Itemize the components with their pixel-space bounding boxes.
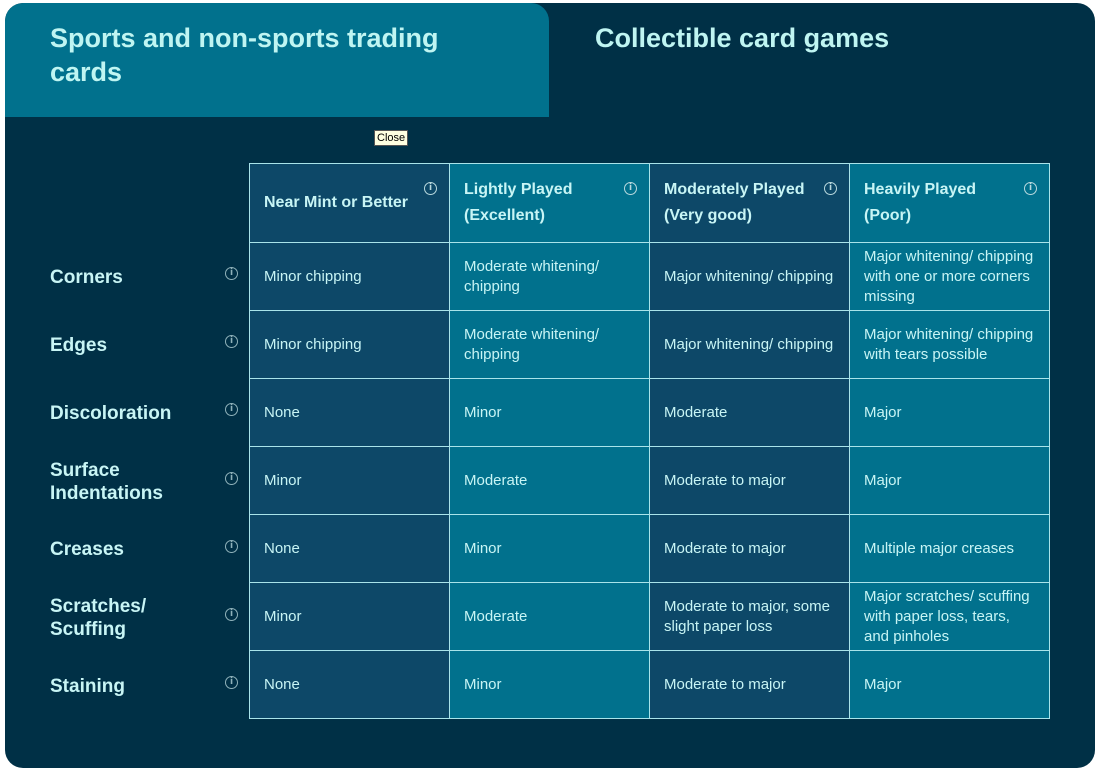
row-label: Edges i — [50, 311, 240, 379]
close-tooltip: Close — [374, 130, 409, 146]
table-cell: Moderate whitening/ chipping — [449, 242, 650, 311]
table-cell: Moderate to major, some slight paper los… — [649, 582, 850, 651]
table-cell: Major — [849, 650, 1050, 719]
table-cell: Major whitening/ chipping — [649, 310, 850, 379]
table-row: Minor chipping Moderate whitening/ chippi… — [249, 242, 1050, 311]
table-cell: Multiple major creases — [849, 514, 1050, 583]
info-icon[interactable]: i — [225, 267, 238, 280]
table-cell: Minor — [449, 650, 650, 719]
table-cell: Moderate to major — [649, 650, 850, 719]
table-cell: Major scratches/ scuffing with paper los… — [849, 582, 1050, 651]
table-cell: Major whitening/ chipping with one or mo… — [849, 242, 1050, 311]
condition-table: Near Mint or Better i Lightly Played (Exce… — [249, 163, 1050, 719]
table-cell: Moderate whitening/ chipping — [449, 310, 650, 379]
info-icon[interactable]: i — [225, 676, 238, 690]
info-icon[interactable]: i — [624, 182, 637, 195]
row-label: Scratches/ Scuffing i — [50, 584, 240, 652]
info-icon[interactable]: i — [225, 471, 238, 485]
table-cell: Major — [849, 446, 1050, 515]
table-row: Minor chipping Moderate whitening/ chippi… — [249, 310, 1050, 379]
table-cell: Major whitening/ chipping — [649, 242, 850, 311]
table-row: None Minor Moderate to major Major — [249, 650, 1050, 719]
table-cell: Minor — [249, 446, 450, 515]
column-header: Lightly Played (Excellent) i — [449, 163, 650, 243]
table-row: Minor Moderate Moderate to major, some sli… — [249, 582, 1050, 651]
info-icon[interactable]: i — [225, 403, 238, 417]
column-header: Moderately Played (Very good) i — [649, 163, 850, 243]
table-cell: Moderate — [449, 446, 650, 515]
row-label: Creases i — [50, 516, 240, 584]
table-cell: None — [249, 378, 450, 447]
info-icon[interactable]: i — [225, 335, 238, 349]
column-header: Heavily Played (Poor) i — [849, 163, 1050, 243]
row-label: Discoloration i — [50, 379, 240, 447]
table-cell: None — [249, 650, 450, 719]
table-cell: Moderate — [649, 378, 850, 447]
row-label: Staining i — [50, 652, 240, 720]
info-icon[interactable]: i — [424, 182, 437, 195]
table-cell: Minor chipping — [249, 242, 450, 311]
table-cell: Moderate to major — [649, 446, 850, 515]
table-cell: Major — [849, 378, 1050, 447]
info-icon[interactable]: i — [1024, 182, 1037, 195]
table-row: None Minor Moderate to major Multiple major… — [249, 514, 1050, 583]
table-cell: Minor — [449, 378, 650, 447]
tab-sports-cards[interactable]: Sports and non-sports trading cards — [5, 3, 549, 117]
table-cell: None — [249, 514, 450, 583]
table-row: Minor Moderate Moderate to major Major — [249, 446, 1050, 515]
row-label: Corners i — [50, 243, 240, 311]
table-cell: Minor chipping — [249, 310, 450, 379]
tab-collectible-card-games[interactable]: Collectible card games — [595, 23, 890, 53]
table-cell: Moderate to major — [649, 514, 850, 583]
table-cell: Major whitening/ chipping with tears pos… — [849, 310, 1050, 379]
table-row: None Minor Moderate Major — [249, 378, 1050, 447]
row-label: Surface Indentations i — [50, 448, 240, 516]
info-icon[interactable]: i — [225, 608, 238, 621]
table-cell: Minor — [449, 514, 650, 583]
table-cell: Minor — [249, 582, 450, 651]
table-cell: Moderate — [449, 582, 650, 651]
info-icon[interactable]: i — [824, 182, 837, 195]
info-icon[interactable]: i — [225, 539, 238, 553]
column-header: Near Mint or Better i — [249, 163, 450, 243]
